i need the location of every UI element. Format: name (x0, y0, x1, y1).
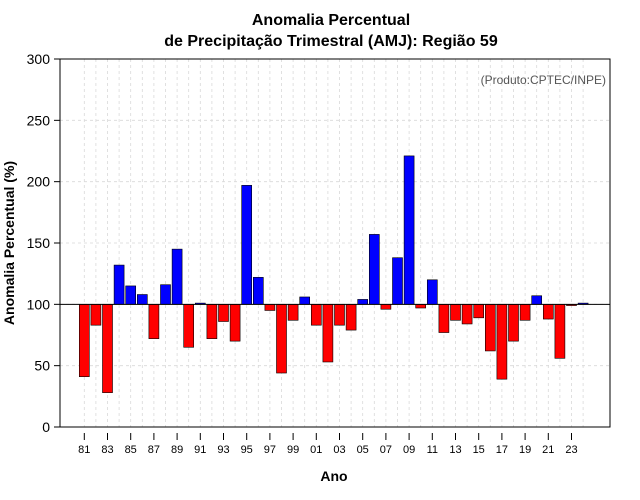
x-tick-label: 05 (357, 444, 369, 456)
bar-92 (206, 304, 218, 339)
bar-15 (473, 304, 485, 319)
y-tick-label: 200 (27, 174, 51, 190)
bar-12 (438, 304, 450, 333)
bars (79, 155, 589, 393)
x-tick-label: 99 (287, 444, 299, 456)
x-tick-label: 01 (310, 444, 322, 456)
x-tick-label: 03 (333, 444, 345, 456)
bar-89 (171, 248, 183, 305)
bar-88 (160, 284, 171, 305)
y-tick-label: 50 (34, 358, 50, 374)
bar-94 (229, 304, 241, 342)
x-tick-label: 15 (473, 444, 485, 456)
x-tick-label: 93 (217, 444, 229, 456)
bar-87 (148, 304, 160, 339)
bar-13 (450, 304, 461, 321)
x-tick-label: 07 (380, 444, 392, 456)
x-tick-label: 85 (125, 444, 137, 456)
x-tick-label: 21 (542, 444, 554, 456)
bar-17 (496, 304, 508, 380)
bar-90 (183, 304, 194, 348)
x-tick-label: 97 (264, 444, 276, 456)
bar-97 (264, 304, 276, 311)
bar-99 (287, 304, 299, 321)
bar-81 (79, 304, 90, 377)
chart-title-line2: de Precipitação Trimestral (AMJ): Região… (164, 33, 498, 50)
x-axis: 81 83 85 87 89 91 93 95 97 99 01 03 05 07 09 11 13 15 17 19… (78, 433, 578, 456)
bar-01 (310, 304, 322, 326)
bar-08 (392, 257, 403, 305)
bar-20 (531, 295, 543, 305)
x-tick-label: 09 (403, 444, 415, 456)
y-axis-label: Anomalia Percentual (%) (1, 161, 17, 325)
y-tick-label: 300 (27, 51, 51, 67)
bar-96 (253, 277, 264, 305)
bar-09 (403, 155, 415, 305)
x-tick-label: 19 (519, 444, 531, 456)
x-tick-label: 23 (565, 444, 577, 456)
x-tick-label: 87 (148, 444, 160, 456)
x-tick-label: 81 (78, 444, 90, 456)
x-axis-label: Ano (320, 468, 347, 484)
x-tick-label: 91 (194, 444, 206, 456)
bar-06 (368, 234, 380, 305)
bar-11 (426, 279, 438, 305)
bar-16 (484, 304, 496, 352)
bar-86 (137, 294, 148, 305)
bar-98 (276, 304, 287, 374)
bar-14 (461, 304, 473, 325)
bar-95 (241, 185, 252, 305)
bar-02 (322, 304, 334, 363)
x-tick-label: 95 (241, 444, 253, 456)
y-tick-label: 250 (27, 112, 51, 128)
bar-84 (113, 264, 125, 305)
credit-text: (Produto:CPTEC/INPE) (481, 73, 606, 87)
bar-82 (90, 304, 102, 326)
y-tick-label: 0 (42, 419, 50, 435)
bar-03 (334, 304, 345, 326)
bar-19 (519, 304, 531, 321)
y-tick-label: 150 (27, 235, 51, 251)
bar-07 (380, 304, 392, 310)
bar-04 (345, 304, 357, 331)
chart-title-line1: Anomalia Percentual (252, 12, 410, 29)
y-axis: 0 50 100 150 200 250 300 (27, 51, 60, 435)
bar-10 (415, 304, 427, 309)
bar-83 (102, 304, 113, 393)
bar-18 (508, 304, 519, 342)
bar-85 (125, 285, 136, 305)
x-tick-label: 89 (171, 444, 183, 456)
x-tick-label: 13 (449, 444, 461, 456)
y-tick-label: 100 (27, 296, 51, 312)
bar-05 (357, 299, 369, 305)
x-tick-label: 83 (101, 444, 113, 456)
bar-22 (554, 304, 566, 359)
bar-00 (299, 296, 311, 305)
bar-93 (218, 304, 229, 322)
x-tick-label: 11 (427, 444, 438, 456)
grid (60, 58, 610, 428)
bar-21 (542, 304, 554, 320)
x-tick-label: 17 (496, 444, 508, 456)
